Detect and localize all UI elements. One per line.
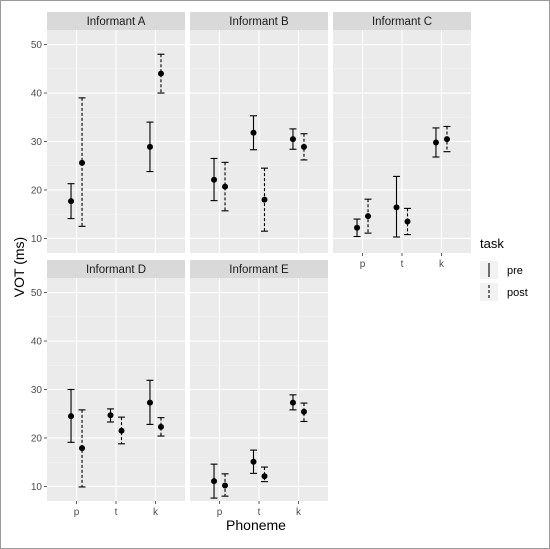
legend: task pre post (480, 236, 528, 301)
x-tick-label-t: t (401, 259, 404, 270)
panel-informant-e: Informant E p t k (190, 260, 328, 518)
x-tick-label-k: k (439, 259, 445, 270)
point-pre-p (354, 224, 361, 231)
x-tick-label-t: t (258, 507, 261, 518)
legend-title: task (480, 236, 504, 251)
panel-informant-b: Informant B (190, 12, 328, 253)
y-tick-label: 30 (31, 385, 43, 396)
y-tick-label: 40 (31, 89, 43, 100)
point-pre-t (250, 458, 257, 465)
y-tick-label: 10 (31, 482, 43, 493)
point-post-t (118, 427, 125, 434)
point-pre-k (289, 136, 296, 143)
panel-strip (190, 12, 328, 30)
point-post-p (222, 482, 229, 489)
point-post-k (157, 70, 164, 77)
point-post-t (404, 218, 411, 225)
y-tick-label: 30 (31, 137, 43, 148)
legend-label-post: post (507, 287, 528, 299)
y-tick-label: 40 (31, 337, 43, 348)
point-post-k (443, 136, 450, 143)
point-post-p (365, 213, 372, 220)
panel-strip (333, 12, 471, 30)
y-tick-label: 50 (31, 288, 43, 299)
point-post-p (222, 183, 229, 190)
x-tick-label-p: p (360, 259, 366, 270)
y-tick-label: 50 (31, 40, 43, 51)
panel-title: Informant A (87, 16, 146, 28)
panel-title: Informant B (229, 16, 289, 28)
x-tick-label-t: t (115, 507, 118, 518)
legend-label-pre: pre (507, 265, 523, 277)
point-pre-t (393, 204, 400, 211)
panel-title: Informant D (86, 264, 146, 276)
panel-strip (190, 260, 328, 278)
y-tick-label: 10 (31, 234, 43, 245)
x-tick-label-p: p (217, 507, 223, 518)
point-pre-t (107, 412, 114, 419)
panel-strip (47, 12, 185, 30)
point-post-t (261, 196, 268, 203)
point-post-t (261, 473, 268, 480)
point-pre-p (68, 198, 75, 205)
point-pre-k (432, 139, 439, 146)
point-post-p (79, 445, 86, 452)
point-pre-p (68, 413, 75, 420)
panel-title: Informant E (229, 264, 289, 276)
panel-informant-c: Informant C p t k (333, 12, 471, 270)
point-post-k (157, 423, 164, 430)
point-pre-t (250, 129, 257, 136)
point-post-k (300, 408, 307, 415)
x-tick-label-p: p (74, 507, 80, 518)
x-tick-label-k: k (296, 507, 302, 518)
point-pre-p (211, 478, 218, 485)
y-tick-label: 20 (31, 433, 43, 444)
point-post-p (79, 159, 86, 166)
panel-informant-a: Informant A 10 20 30 40 50 (31, 12, 185, 253)
point-post-k (300, 143, 307, 150)
point-pre-k (289, 399, 296, 406)
point-pre-p (211, 176, 218, 183)
point-pre-k (146, 143, 153, 150)
y-tick-label: 20 (31, 185, 43, 196)
panel-strip (47, 260, 185, 278)
point-pre-k (146, 399, 153, 406)
panel-informant-d: Informant D 10 20 30 40 50 p t k (31, 260, 185, 518)
panel-title: Informant C (372, 16, 432, 28)
y-axis-title: VOT (ms) (11, 237, 27, 297)
x-tick-label-k: k (153, 507, 159, 518)
x-axis-title: Phoneme (226, 517, 286, 533)
